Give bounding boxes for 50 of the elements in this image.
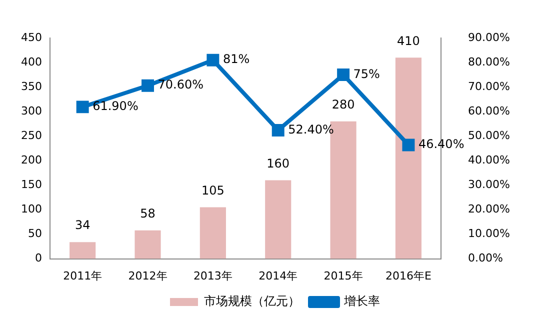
y2-tick-label: 20.00%: [468, 202, 510, 216]
x-tick-label: 2012年: [128, 269, 168, 282]
y2-tick-label: 80.00%: [468, 55, 510, 68]
data-label: 61.90%: [92, 99, 138, 114]
point: [142, 79, 154, 92]
data-label: 280: [332, 98, 355, 112]
data-label: 34: [74, 218, 90, 232]
bar: [70, 242, 96, 259]
y-tick-label: 300: [20, 104, 42, 118]
bar: [265, 180, 292, 259]
y-tick-label: 250: [20, 128, 42, 142]
data-label: 58: [140, 206, 156, 220]
y2-tick-label: 30.00%: [468, 178, 510, 192]
x-tick-label: 2014年: [258, 269, 298, 282]
data-label: 105: [201, 183, 224, 198]
y2-tick-label: 10.00%: [468, 227, 510, 240]
y-tick-label: 200: [20, 154, 42, 167]
y2-tick-label: 40.00%: [468, 154, 510, 167]
y2-tick-label: 70.00%: [468, 80, 510, 93]
data-label: 52.40%: [288, 122, 334, 136]
y-tick-label: 0: [34, 252, 42, 265]
data-label: 70.60%: [158, 78, 204, 92]
y2-tick-label: 90.00%: [468, 30, 510, 44]
point: [76, 100, 89, 114]
point: [206, 54, 220, 66]
y-tick-label: 400: [20, 55, 42, 68]
x-tick-label: 2016年E: [385, 269, 432, 282]
data-label: 410: [397, 34, 420, 48]
bar: [134, 230, 161, 259]
y-tick-label: 100: [20, 202, 42, 216]
data-label: 75%: [353, 66, 380, 81]
point: [272, 124, 284, 136]
y-tick-label: 50: [28, 227, 42, 240]
x-tick-label: 2013年: [193, 269, 232, 282]
data-label: 81%: [222, 52, 250, 66]
y2-tick-label: 50.00%: [468, 128, 510, 142]
y-tick-label: 150: [20, 178, 42, 192]
bar: [200, 207, 226, 259]
data-label: 46.40%: [418, 137, 464, 152]
data-label: 160: [266, 156, 290, 170]
legend-label: 市场规模（亿元）: [204, 294, 300, 308]
x-tick-label: 2011年: [63, 269, 102, 282]
y2-tick-label: 60.00%: [468, 104, 510, 118]
point: [402, 138, 415, 152]
x-tick-label: 2015年: [324, 269, 363, 282]
legend-label: 增长率: [343, 294, 380, 308]
y2-tick-label: 0.00%: [468, 252, 504, 265]
y-tick-label: 350: [20, 80, 42, 93]
y-tick-label: 450: [20, 30, 42, 44]
point: [337, 68, 350, 82]
